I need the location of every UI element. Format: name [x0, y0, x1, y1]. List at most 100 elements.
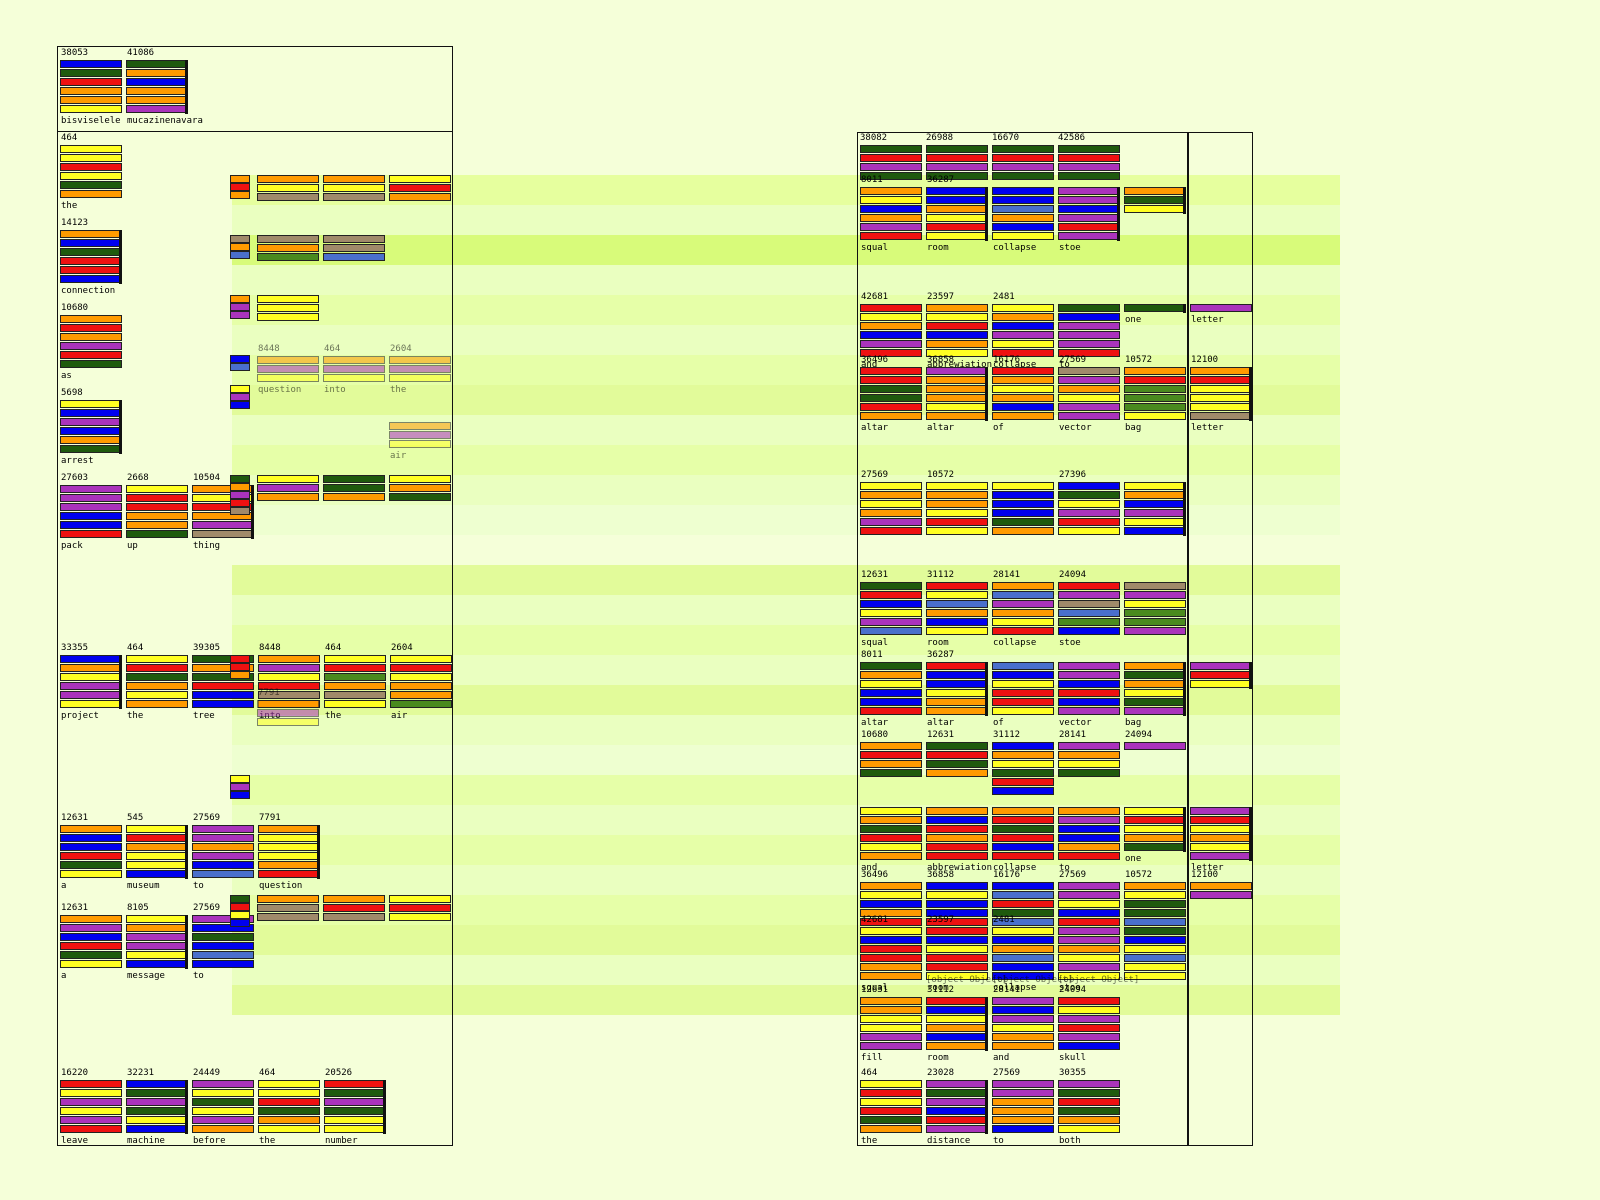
- color-bar: [992, 196, 1054, 204]
- token-id: 12100: [1191, 355, 1219, 365]
- token-word: fill: [861, 1053, 883, 1063]
- color-bar: [389, 422, 451, 430]
- color-bar: [60, 324, 122, 332]
- color-bar: [60, 1098, 122, 1106]
- color-bar: [992, 778, 1054, 786]
- color-bar: [860, 518, 922, 526]
- boundary-marker: [317, 825, 320, 879]
- color-bar: [926, 909, 988, 917]
- color-bar: [860, 367, 922, 375]
- color-bar: [1058, 518, 1120, 526]
- color-bar: [926, 662, 988, 670]
- color-bar: [60, 861, 122, 869]
- token-tile: 27569 to: [992, 1068, 1054, 1146]
- token-tile: abbrewiation: [926, 795, 992, 873]
- color-bar: [126, 60, 188, 68]
- color-bar: [860, 972, 922, 980]
- token-word: museum: [127, 881, 160, 891]
- color-bar: [926, 618, 988, 626]
- token-id: 36858: [927, 355, 955, 365]
- color-bar: [258, 664, 320, 672]
- color-bar: [1124, 196, 1186, 204]
- color-bar: [926, 340, 988, 348]
- token-tile: 20526 number: [324, 1068, 386, 1146]
- color-bar: [926, 591, 988, 599]
- color-bar: [60, 181, 122, 189]
- token-tile: to: [1058, 292, 1120, 370]
- color-bar: [60, 673, 122, 681]
- token-word: stoe: [1059, 638, 1081, 648]
- color-bar: [992, 403, 1054, 411]
- color-bar: [1058, 313, 1120, 321]
- color-bar: [992, 367, 1054, 375]
- token-word: room: [927, 1053, 949, 1063]
- token-id: 12631: [61, 903, 89, 913]
- color-bar: [1124, 582, 1186, 590]
- color-bar: [926, 223, 988, 231]
- color-bar: [1124, 662, 1186, 670]
- color-bar: [257, 356, 319, 364]
- color-bar: [992, 1024, 1054, 1032]
- token-id: 7791: [259, 813, 281, 823]
- color-bar: [258, 673, 320, 681]
- token-tile: 27396: [1058, 470, 1120, 546]
- token-id: 464: [324, 344, 341, 354]
- boundary-marker: [1183, 304, 1186, 313]
- color-bar: [1058, 1089, 1120, 1097]
- token-tile: 10572 bag: [1124, 355, 1186, 433]
- color-bar: [126, 870, 188, 878]
- color-bar: [1058, 816, 1120, 824]
- color-bar: [992, 172, 1054, 180]
- color-bar: [860, 1080, 922, 1088]
- color-bar: [926, 900, 988, 908]
- color-bar: [389, 431, 451, 439]
- color-bar: [926, 600, 988, 608]
- color-bar: [926, 954, 988, 962]
- token-word: altar: [861, 423, 889, 433]
- token-word: the: [127, 711, 144, 721]
- color-bar: [860, 340, 922, 348]
- color-bar: [1124, 491, 1186, 499]
- color-bar: [992, 600, 1054, 608]
- color-bar: [60, 870, 122, 878]
- color-bar: [1124, 482, 1186, 490]
- token-word: bisviselele: [61, 116, 121, 126]
- color-bar: [860, 1098, 922, 1106]
- color-bar: [126, 924, 188, 932]
- color-bar: [1058, 214, 1120, 222]
- color-bar: [1124, 843, 1186, 851]
- token-word: arrest: [61, 456, 94, 466]
- token-id: 41086: [127, 48, 155, 58]
- token-tile: 23597 abbrewiation: [926, 292, 992, 370]
- color-bar: [860, 918, 922, 926]
- token-word: machine: [127, 1136, 165, 1146]
- color-bar: [323, 184, 385, 192]
- color-bar: [992, 214, 1054, 222]
- color-bar: [860, 689, 922, 697]
- color-bar: [126, 96, 188, 104]
- color-bar: [860, 196, 922, 204]
- color-bar: [192, 834, 254, 842]
- token-id: 27396: [1059, 470, 1087, 480]
- color-bar: [992, 340, 1054, 348]
- color-bar: [992, 591, 1054, 599]
- faded-id: [object Object]: [992, 975, 1074, 985]
- token-word: altar: [927, 718, 955, 728]
- token-id: 8448: [258, 344, 280, 354]
- color-bar: [860, 582, 922, 590]
- color-bar: [126, 655, 188, 663]
- token-tile: 27569 vector: [1058, 355, 1120, 433]
- color-bar: [1058, 509, 1120, 517]
- color-bar: [926, 412, 988, 420]
- color-bar: [1058, 500, 1120, 508]
- color-bar: [324, 1098, 386, 1106]
- color-bar: [257, 709, 319, 717]
- color-bar: [126, 494, 188, 502]
- color-bar: [126, 105, 188, 113]
- color-bar: [992, 671, 1054, 679]
- color-bar: [324, 1116, 386, 1124]
- color-bar: [992, 394, 1054, 402]
- color-bar: [992, 154, 1054, 162]
- color-bar: [1058, 698, 1120, 706]
- color-bar: [126, 682, 188, 690]
